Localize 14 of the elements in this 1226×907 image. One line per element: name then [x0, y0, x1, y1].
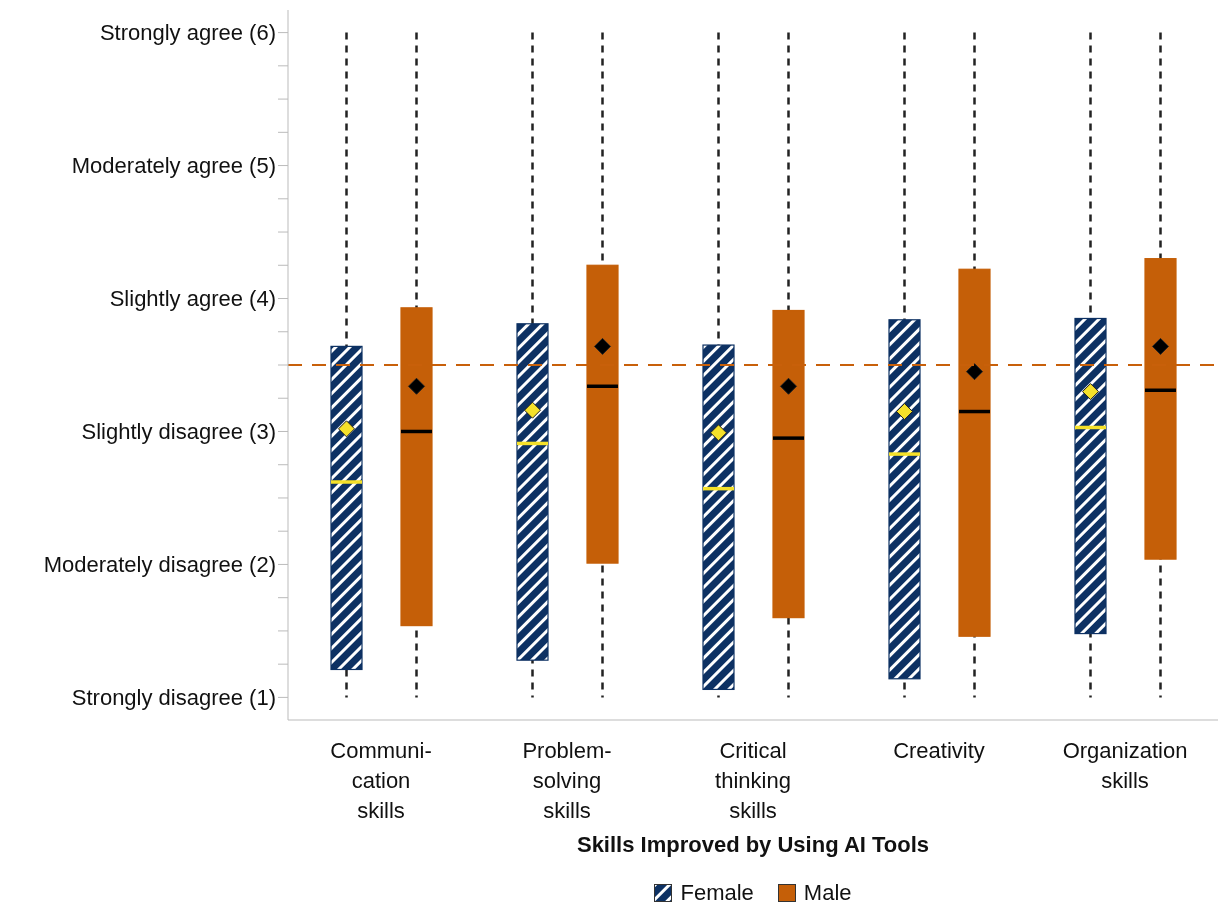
x-tick-label: Organization skills — [1062, 738, 1188, 793]
y-tick-label: Strongly agree (6) — [99, 20, 276, 46]
x-tick-label: Communi- cation skills — [330, 738, 432, 823]
y-tick-label: Slightly disagree (3) — [81, 419, 276, 445]
y-tick-label: Moderately disagree (2) — [43, 552, 276, 578]
x-tick-label: Problem- solving skills — [522, 738, 612, 823]
x-axis-title: Skills Improved by Using AI Tools — [575, 832, 931, 858]
x-tick-label: Creativity — [893, 738, 985, 763]
y-tick-label: Strongly disagree (1) — [71, 685, 276, 711]
y-tick-label: Slightly agree (4) — [109, 286, 276, 312]
legend-label: Female — [679, 880, 754, 906]
y-tick-label: Moderately agree (5) — [71, 153, 276, 179]
x-tick-label: Critical thinking skills — [715, 738, 791, 823]
legend-label: Male — [802, 880, 852, 906]
